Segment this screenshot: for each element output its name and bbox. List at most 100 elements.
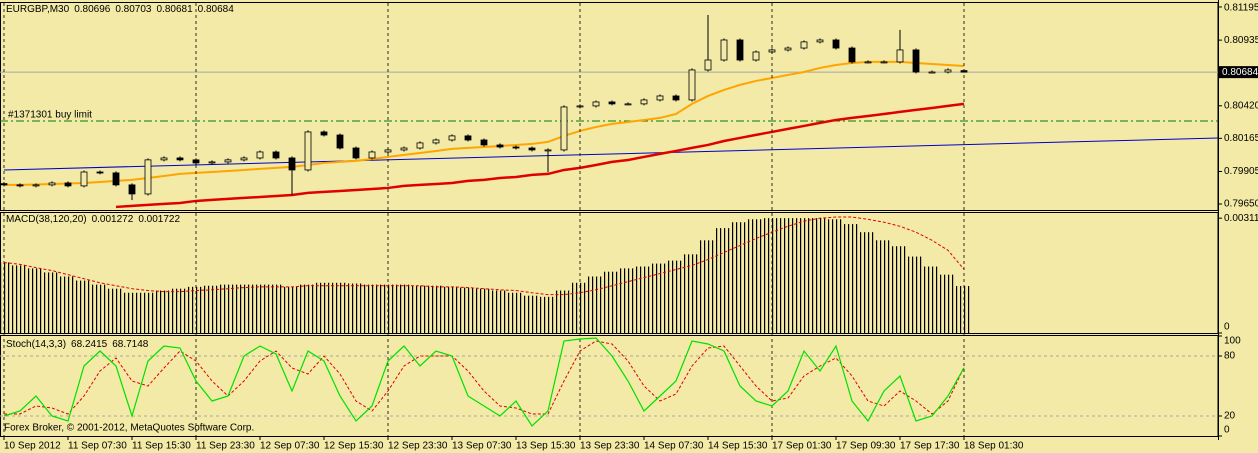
macd-bar bbox=[844, 224, 860, 333]
macd-bar bbox=[636, 266, 652, 333]
x-tick-label: 17 Sep 17:30 bbox=[900, 441, 960, 452]
macd-bar bbox=[460, 287, 476, 333]
candle-body bbox=[528, 147, 536, 151]
macd-bar bbox=[508, 292, 524, 333]
plot-area: #1371301 buy limit bbox=[0, 14, 1218, 209]
candle-body bbox=[112, 172, 120, 186]
macd-bar bbox=[700, 240, 716, 333]
candle-body bbox=[320, 131, 328, 136]
candle-body bbox=[832, 39, 840, 49]
y-tick-label: 0.80420 bbox=[1224, 100, 1258, 111]
candle-body bbox=[496, 144, 504, 148]
candle-body bbox=[256, 151, 264, 159]
y-tick-label: 0.81195 bbox=[1224, 3, 1258, 14]
y-tick-label: 0.80165 bbox=[1224, 133, 1258, 144]
header-value: 0.80681 bbox=[157, 4, 194, 15]
macd-bar bbox=[28, 268, 44, 333]
candle-body bbox=[96, 171, 104, 174]
bid-box bbox=[1219, 66, 1258, 79]
candle-body bbox=[144, 159, 152, 195]
x-tick-label: 11 Sep 07:30 bbox=[68, 441, 127, 452]
macd-bar bbox=[732, 222, 748, 333]
moving-average bbox=[115, 102, 965, 209]
macd-bar bbox=[124, 292, 140, 333]
macd-bar bbox=[0, 262, 12, 333]
macd-bar bbox=[284, 286, 300, 333]
macd-bar bbox=[572, 282, 588, 333]
candle-body bbox=[128, 184, 136, 195]
candle-body bbox=[560, 106, 568, 151]
candle-body bbox=[752, 51, 760, 61]
macd-bar bbox=[188, 286, 204, 333]
candle-body bbox=[400, 147, 408, 151]
macd-bar bbox=[348, 283, 364, 333]
candle-body bbox=[736, 39, 744, 61]
candle-body bbox=[80, 171, 88, 187]
macd-bar bbox=[492, 290, 508, 333]
candle-body bbox=[608, 101, 616, 105]
candle-body bbox=[32, 184, 40, 187]
macd-bar bbox=[796, 218, 812, 333]
macd-bar bbox=[828, 219, 844, 333]
header-value: 0.80696 bbox=[74, 4, 111, 15]
x-tick-label: 13 Sep 23:30 bbox=[580, 441, 640, 452]
candle-body bbox=[272, 151, 280, 159]
plot-area bbox=[0, 216, 972, 333]
macd-bar bbox=[300, 284, 316, 333]
macd-bar bbox=[684, 254, 700, 333]
macd-bar bbox=[892, 246, 908, 333]
y-tick-label: 100 bbox=[1224, 336, 1241, 347]
candle-body bbox=[176, 157, 184, 161]
macd-bar bbox=[140, 292, 156, 333]
candle-body bbox=[864, 61, 872, 64]
x-tick-label: 17 Sep 01:30 bbox=[772, 441, 832, 452]
macd-bar bbox=[908, 256, 924, 333]
candle-body bbox=[800, 41, 808, 49]
candle-body bbox=[384, 149, 392, 153]
x-tick-label: 13 Sep 07:30 bbox=[452, 441, 512, 452]
macd-bar bbox=[748, 219, 764, 333]
header-value: 0.001272 bbox=[92, 214, 134, 225]
macd-bar bbox=[108, 288, 124, 333]
macd-bar bbox=[252, 284, 268, 333]
moving-average bbox=[4, 60, 965, 186]
candle-body bbox=[784, 47, 792, 51]
order-label: #1371301 buy limit bbox=[8, 110, 92, 121]
x-tick-label: 10 Sep 2012 bbox=[4, 441, 61, 452]
macd-bar bbox=[60, 276, 76, 333]
macd-bar bbox=[924, 266, 940, 333]
y-tick-label: 0 bbox=[1224, 425, 1230, 436]
header-value: 0.80703 bbox=[115, 4, 152, 15]
macd-bar bbox=[236, 284, 252, 333]
candle-body bbox=[464, 135, 472, 141]
candle-body bbox=[480, 139, 488, 146]
x-tick-label: 14 Sep 15:30 bbox=[708, 441, 768, 452]
x-tick-label: 14 Sep 07:30 bbox=[644, 441, 704, 452]
macd-bar bbox=[220, 284, 236, 333]
macd-bar bbox=[956, 286, 972, 333]
x-tick-label: 18 Sep 01:30 bbox=[964, 441, 1024, 452]
y-tick-label: 0 bbox=[1224, 322, 1230, 333]
candle-body bbox=[928, 71, 936, 74]
candle-body bbox=[16, 184, 24, 187]
macd-bar bbox=[940, 274, 956, 333]
x-tick-label: 11 Sep 23:30 bbox=[196, 441, 255, 452]
trendline bbox=[3, 137, 1218, 171]
x-tick-label: 11 Sep 15:30 bbox=[132, 441, 191, 452]
panel-header: EURGBP,M30 0.80696 0.80703 0.80681 0.80684 bbox=[6, 4, 234, 15]
header-value: 68.7148 bbox=[112, 339, 149, 350]
candle-body bbox=[288, 157, 296, 171]
macd-bar bbox=[76, 280, 92, 333]
panel-title: MACD(38,120,20) bbox=[6, 214, 87, 225]
candle-body bbox=[880, 61, 888, 64]
candle-body bbox=[720, 39, 728, 61]
candle-body bbox=[48, 182, 56, 186]
panel-title: Stoch(14,3,3) bbox=[6, 339, 66, 350]
candle-body bbox=[336, 134, 344, 149]
macd-bar bbox=[780, 218, 796, 333]
candle-body bbox=[704, 59, 712, 71]
macd-bar bbox=[428, 285, 444, 333]
